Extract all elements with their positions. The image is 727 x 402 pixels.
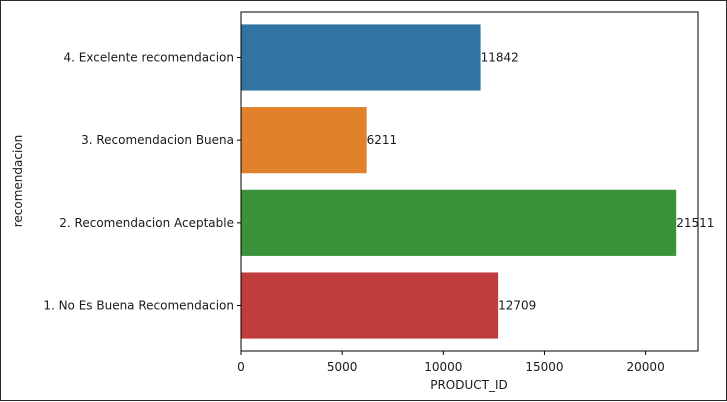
bar-4 [241, 272, 499, 339]
bar-2 [241, 107, 367, 174]
x-tick-label: 5000 [327, 360, 358, 374]
y-tick-label: 3. Recomendacion Buena [81, 133, 234, 147]
plot-area [240, 11, 699, 352]
x-tick-label: 20000 [627, 360, 665, 374]
x-tick-label: 10000 [424, 360, 462, 374]
y-tick-label: 4. Excelente recomendacion [64, 50, 234, 64]
x-axis-label: PRODUCT_ID [430, 378, 508, 392]
bar-3 [241, 189, 677, 256]
bar-1 [241, 24, 481, 91]
y-axis-label: recomendacion [11, 135, 25, 228]
data-label: 6211 [367, 133, 398, 147]
data-label: 21511 [676, 216, 714, 230]
data-label: 12709 [498, 299, 536, 313]
x-tick-label: 0 [237, 360, 245, 374]
x-tick-label: 15000 [525, 360, 563, 374]
y-tick-label: 2. Recomendacion Aceptable [59, 216, 234, 230]
y-tick-label: 1. No Es Buena Recomendacion [43, 299, 234, 313]
data-label: 11842 [481, 50, 519, 64]
